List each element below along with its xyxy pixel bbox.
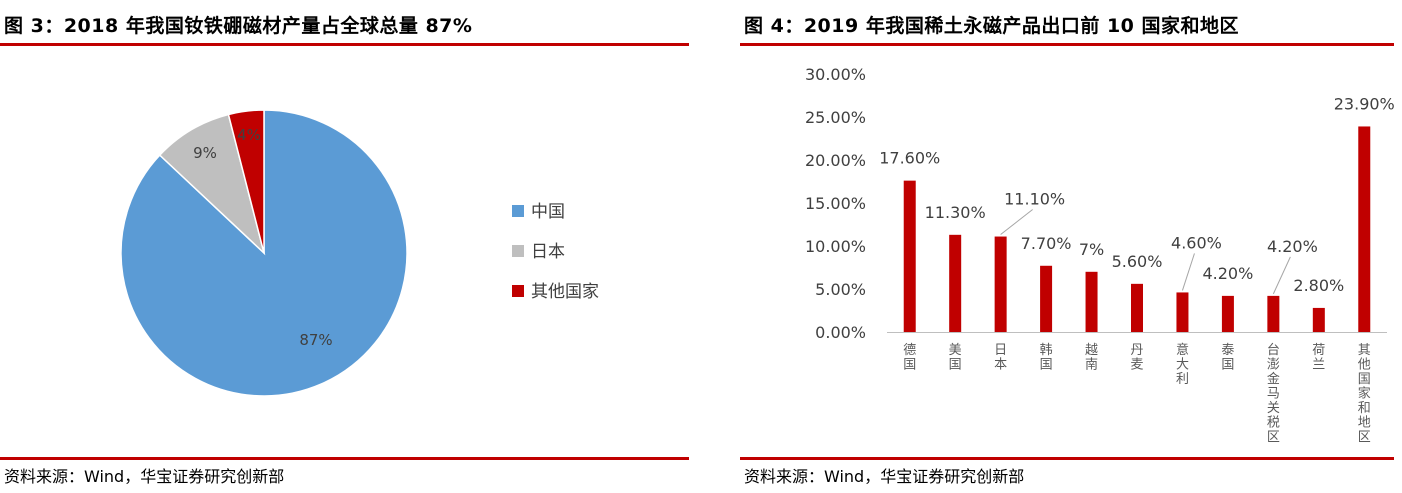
bar <box>1358 126 1371 333</box>
bar-data-label: 4.20% <box>1202 264 1253 283</box>
bar-data-label: 4.20% <box>1267 237 1318 256</box>
bar <box>1176 292 1189 332</box>
bar-data-label: 2.80% <box>1293 276 1344 295</box>
bar <box>1085 271 1098 332</box>
pie-data-label: 9% <box>193 144 217 162</box>
leader-line <box>1000 209 1033 235</box>
x-tick-label: 荷兰 <box>1312 343 1325 373</box>
y-tick-label: 30.00% <box>805 65 866 84</box>
bar <box>1312 307 1325 332</box>
x-tick-label: 台澎金马关税区 <box>1267 343 1280 445</box>
bar-figure-panel: 图 4：2019 年我国稀土永磁产品出口前 10 国家和地区 0.00% 5.00… <box>740 0 1402 493</box>
title-rule <box>0 43 689 46</box>
y-tick-label: 20.00% <box>805 151 866 170</box>
bar <box>1221 295 1234 332</box>
pie-data-label: 87% <box>299 331 332 349</box>
pie-slice-2 <box>158 113 266 256</box>
x-tick-label: 意大利 <box>1176 342 1189 387</box>
pie-slice-1 <box>120 109 408 397</box>
y-tick-label: 5.00% <box>815 280 866 299</box>
legend-swatch <box>512 245 524 257</box>
x-tick-label: 日本 <box>994 343 1007 373</box>
bar-data-label: 23.90% <box>1334 94 1395 113</box>
figure-title: 图 3：2018 年我国钕铁硼磁材产量占全球总量 87% <box>4 15 473 37</box>
leader-line <box>1181 253 1195 291</box>
bar <box>1267 295 1280 332</box>
bar-data-label: 11.10% <box>1004 190 1065 209</box>
y-tick-label: 0.00% <box>815 323 866 342</box>
x-tick-label: 丹麦 <box>1130 343 1143 373</box>
legend-swatch <box>512 205 524 217</box>
x-tick-label: 德国 <box>903 343 916 373</box>
leader-line <box>1272 256 1291 295</box>
bar-data-label: 5.60% <box>1112 252 1163 271</box>
bar <box>903 180 916 332</box>
source-note: 资料来源：Wind，华宝证券研究创新部 <box>4 467 285 486</box>
pie-data-label: 4% <box>237 126 261 144</box>
bar-data-label: 11.30% <box>925 203 986 222</box>
bar-data-label: 17.60% <box>879 149 940 168</box>
title-rule <box>740 43 1394 46</box>
bar <box>1040 265 1053 332</box>
x-tick-label: 越南 <box>1085 343 1098 373</box>
legend-label: 日本 <box>531 242 565 262</box>
pie-figure-panel: 图 3：2018 年我国钕铁硼磁材产量占全球总量 87% 87% 9% 4% 中国日本… <box>0 0 695 493</box>
bar <box>949 234 962 332</box>
legend-label: 中国 <box>531 202 565 222</box>
y-tick-label: 15.00% <box>805 194 866 213</box>
x-tick-label: 美国 <box>949 343 962 373</box>
source-rule <box>0 457 689 460</box>
bar-data-label: 4.60% <box>1171 233 1222 252</box>
x-tick-label: 其他国家和地区 <box>1358 343 1371 445</box>
bar <box>994 236 1007 332</box>
bar-data-label: 7.70% <box>1021 234 1072 253</box>
pie-slice-3 <box>227 109 265 254</box>
source-note: 资料来源：Wind，华宝证券研究创新部 <box>744 467 1025 486</box>
x-tick-label: 韩国 <box>1040 343 1053 373</box>
legend-label: 其他国家 <box>531 282 599 302</box>
bar-data-label: 7% <box>1079 240 1104 259</box>
bar-chart: 0.00% 5.00% 10.00% 15.00% 20.00% 25.00% 30.00%… <box>805 65 1395 445</box>
bar <box>1131 283 1143 332</box>
y-tick-label: 10.00% <box>805 237 866 256</box>
y-tick-label: 25.00% <box>805 108 866 127</box>
x-tick-label: 泰国 <box>1221 343 1234 373</box>
source-rule <box>740 457 1394 460</box>
figure-title: 图 4：2019 年我国稀土永磁产品出口前 10 国家和地区 <box>744 15 1240 37</box>
legend-swatch <box>512 285 524 297</box>
